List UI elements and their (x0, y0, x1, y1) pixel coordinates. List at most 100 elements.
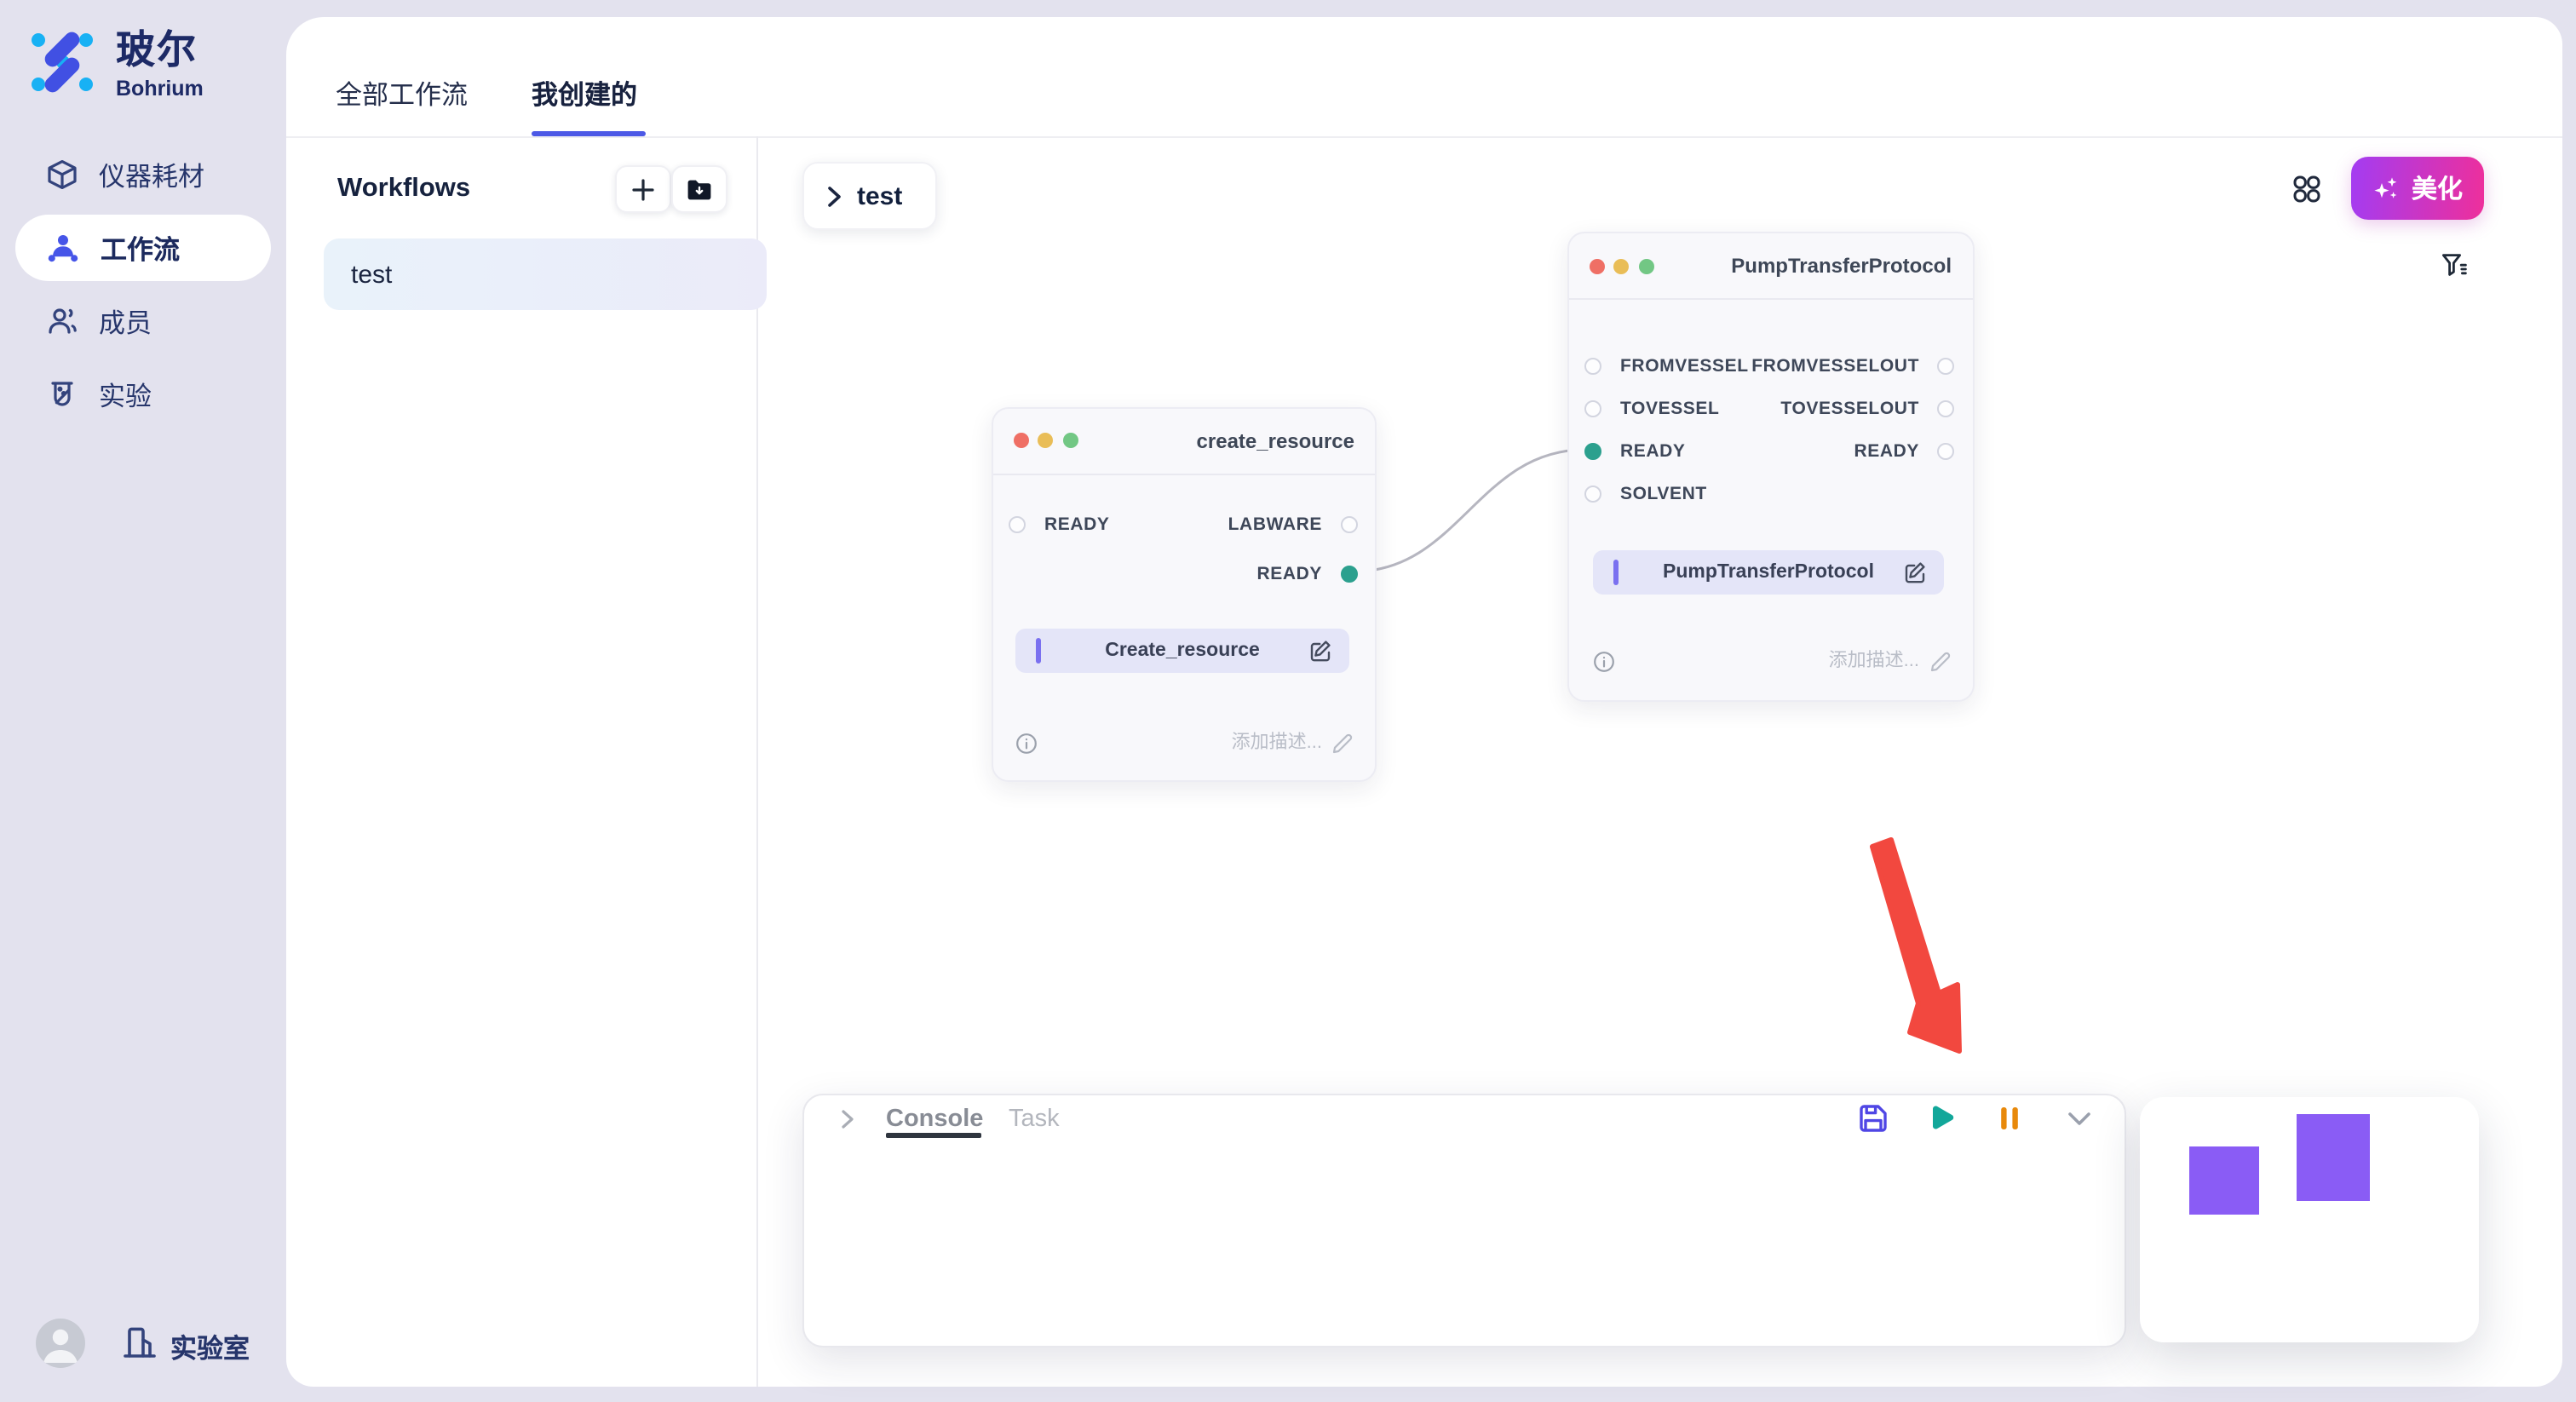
apps-grid-button[interactable] (2285, 167, 2329, 211)
sidebar-item-label: 成员 (99, 309, 152, 338)
task-tab[interactable]: Task (1009, 1106, 1060, 1133)
add-workflow-button[interactable] (615, 165, 671, 213)
workflows-panel: Workflows test (286, 136, 767, 1387)
port-out-labware[interactable] (1340, 515, 1357, 532)
traffic-red-dot (1589, 258, 1604, 273)
members-icon (46, 305, 78, 337)
chevron-down-icon[interactable] (2063, 1102, 2096, 1135)
port-label: LABWARE (1228, 514, 1322, 534)
port-out-fromvesselout[interactable] (1937, 358, 1954, 375)
bohrium-logo-icon (27, 27, 97, 97)
action-accent-bar (1036, 637, 1040, 664)
minimap-node-rect (2297, 1114, 2370, 1201)
workflow-tabbar: 全部工作流 我创建的 (286, 17, 2562, 138)
active-tab-underline (532, 130, 646, 136)
sidebar-item-members[interactable]: 成员 (0, 284, 286, 358)
sidebar-item-label: 仪器耗材 (99, 163, 205, 192)
sidebar-item-label: 实验 (99, 382, 152, 411)
edit-icon[interactable] (1308, 639, 1332, 663)
traffic-green-dot (1638, 258, 1653, 273)
node-title: PumpTransferProtocol (1731, 254, 1952, 278)
edge-connection (1354, 448, 1585, 573)
action-label: Create_resource (1105, 640, 1260, 661)
play-icon[interactable] (1925, 1102, 1958, 1135)
node-pump-transfer-protocol[interactable]: PumpTransferProtocol FROMVESSEL TOVESSEL… (1567, 232, 1974, 702)
sidebar-footer: 实验室 (0, 1319, 286, 1373)
workflow-list-item[interactable]: test (324, 238, 767, 310)
pencil-icon[interactable] (1928, 651, 1950, 673)
port-in-tovessel[interactable] (1584, 400, 1601, 417)
user-avatar[interactable] (36, 1319, 85, 1368)
save-icon[interactable] (1857, 1102, 1889, 1135)
port-label: FROMVESSEL (1620, 356, 1749, 376)
building-icon (121, 1324, 158, 1361)
tab-all-workflows[interactable]: 全部工作流 (336, 82, 469, 111)
node-create-resource[interactable]: create_resource READY LABWARE READY Crea… (992, 406, 1377, 782)
info-icon[interactable] (1593, 651, 1615, 673)
collapse-chevron-icon[interactable] (835, 1107, 862, 1135)
sidebar-item-experiments[interactable]: 实验 (0, 358, 286, 431)
filter-button[interactable] (2429, 240, 2477, 288)
test-tube-icon (46, 378, 78, 411)
node-header: create_resource (993, 408, 1375, 474)
box-icon (46, 158, 78, 191)
console-tab-underline (886, 1133, 981, 1137)
traffic-yellow-dot (1613, 258, 1629, 273)
node-description-placeholder[interactable]: 添加描述... (1828, 651, 1919, 671)
chevron-right-icon (825, 185, 843, 207)
brand-logo[interactable]: 玻尔 Bohrium (27, 27, 204, 101)
port-label: READY (1256, 563, 1322, 583)
console-panel: Console Task (802, 1094, 2126, 1347)
sidebar-item-instruments[interactable]: 仪器耗材 (0, 138, 286, 211)
filter-funnel-icon (2439, 250, 2468, 279)
pencil-icon[interactable] (1331, 732, 1353, 754)
workspace-label[interactable]: 实验室 (170, 1336, 250, 1365)
breadcrumb[interactable]: test (802, 162, 937, 230)
pause-icon[interactable] (1993, 1102, 2026, 1135)
node-description-placeholder[interactable]: 添加描述... (1231, 732, 1322, 752)
port-label: READY (1620, 441, 1686, 462)
sidebar: 玻尔 Bohrium 仪器耗材 (0, 0, 286, 1402)
breadcrumb-label: test (857, 181, 903, 210)
beautify-button[interactable]: 美化 (2351, 157, 2484, 220)
main-panel: 全部工作流 我创建的 Workflows (286, 17, 2562, 1387)
node-action-button[interactable]: Create_resource (1015, 628, 1349, 673)
edit-icon[interactable] (1903, 560, 1927, 583)
port-label: TOVESSELOUT (1780, 399, 1919, 419)
port-label: SOLVENT (1620, 484, 1707, 504)
port-in-solvent[interactable] (1584, 486, 1601, 503)
port-in-fromvessel[interactable] (1584, 358, 1601, 375)
minimap[interactable] (2140, 1097, 2479, 1342)
port-in-ready-connected[interactable] (1584, 443, 1601, 460)
import-folder-button[interactable] (671, 165, 727, 213)
node-action-button[interactable]: PumpTransferProtocol (1593, 549, 1944, 594)
port-label: READY (1044, 514, 1110, 534)
port-label: TOVESSEL (1620, 399, 1720, 419)
info-icon[interactable] (1015, 732, 1038, 754)
node-header: PumpTransferProtocol (1569, 233, 1972, 300)
node-title: create_resource (1196, 428, 1354, 452)
workflow-icon (46, 231, 80, 265)
traffic-red-dot (1013, 433, 1028, 448)
port-out-tovesselout[interactable] (1937, 400, 1954, 417)
action-accent-bar (1613, 559, 1618, 584)
tab-my-created[interactable]: 我创建的 (532, 82, 638, 111)
folder-download-icon (685, 175, 714, 204)
sidebar-item-workflow[interactable]: 工作流 (15, 215, 271, 281)
port-out-ready[interactable] (1937, 443, 1954, 460)
sparkles-icon (2372, 175, 2400, 202)
brand-name: 玻尔 (116, 27, 198, 72)
port-label: READY (1854, 441, 1919, 462)
sidebar-menu: 仪器耗材 工作流 (0, 138, 286, 431)
port-out-ready-connected[interactable] (1340, 565, 1357, 582)
port-in-ready[interactable] (1009, 515, 1026, 532)
port-label: FROMVESSELOUT (1751, 356, 1919, 376)
traffic-green-dot (1062, 433, 1078, 448)
action-label: PumpTransferProtocol (1663, 561, 1874, 582)
apps-grid-icon (2291, 174, 2322, 204)
console-tab[interactable]: Console (886, 1106, 984, 1133)
minimap-node-rect (2189, 1146, 2259, 1215)
brand-subtitle: Bohrium (116, 77, 204, 101)
workflow-item-name: test (351, 260, 393, 289)
traffic-yellow-dot (1038, 433, 1053, 448)
